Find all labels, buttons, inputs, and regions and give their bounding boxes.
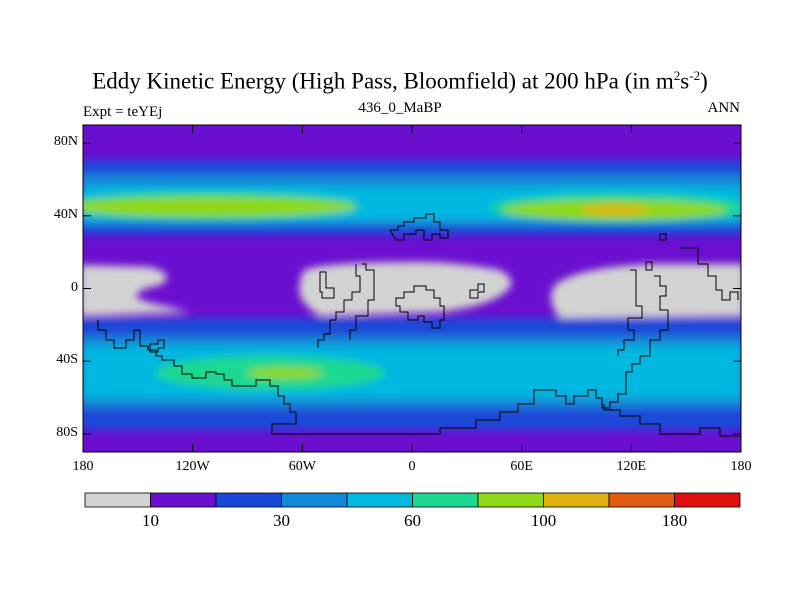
- colorbar-box: [543, 492, 610, 508]
- colorbar-label: 10: [142, 511, 159, 530]
- colorbar-label: 100: [530, 511, 557, 530]
- y-axis-ticks: [83, 142, 741, 435]
- colorbar-box: [84, 492, 151, 508]
- y-tick-label: 80N: [53, 134, 78, 150]
- band-north-lime-west: [83, 197, 355, 217]
- colorbar-label: 30: [273, 511, 290, 530]
- band-south-blue-bottom: [83, 408, 741, 430]
- colorbar-box: [412, 492, 479, 508]
- x-axis-ticks: [82, 125, 742, 452]
- band-south-lime: [247, 367, 323, 379]
- band-north-orange: [581, 205, 649, 215]
- colorbar-box: [477, 492, 544, 508]
- colorbar-box: [150, 492, 217, 508]
- x-tick-label: 120W: [175, 459, 210, 474]
- x-tick-label: 120E: [616, 459, 647, 474]
- colorbar-box: [346, 492, 413, 508]
- colorbar-box: [215, 492, 282, 508]
- colorbar-label: 180: [661, 511, 688, 530]
- eke-field: [83, 125, 741, 452]
- colorbar: [84, 492, 741, 508]
- y-tick-label: 80S: [56, 424, 78, 440]
- y-tick-label: 0: [71, 279, 78, 295]
- plot-title: Eddy Kinetic Energy (High Pass, Bloomfie…: [92, 68, 708, 94]
- x-tick-label: 180: [72, 459, 94, 474]
- colorbar-box: [281, 492, 348, 508]
- coastline: [97, 213, 741, 437]
- tropical-gray-east: [551, 264, 741, 318]
- x-tick-label: 180: [730, 459, 752, 474]
- y-tick-label: 40N: [53, 206, 78, 222]
- x-tick-label: 0: [408, 459, 416, 474]
- colorbar-box: [608, 492, 675, 508]
- x-tick-label: 60W: [288, 459, 316, 474]
- experiment-label: Expt = teYEj: [83, 104, 163, 120]
- plot-subtitle: 436_0_MaBP: [358, 100, 442, 116]
- season-label: ANN: [707, 100, 741, 116]
- colorbar-box: [674, 492, 741, 508]
- y-tick-label: 40S: [56, 352, 78, 368]
- tropical-gray-central: [299, 262, 512, 316]
- x-tick-label: 60E: [510, 459, 533, 474]
- band-south-blue-top: [83, 318, 741, 336]
- colorbar-label: 60: [404, 511, 421, 530]
- tropical-gray-west: [83, 265, 190, 316]
